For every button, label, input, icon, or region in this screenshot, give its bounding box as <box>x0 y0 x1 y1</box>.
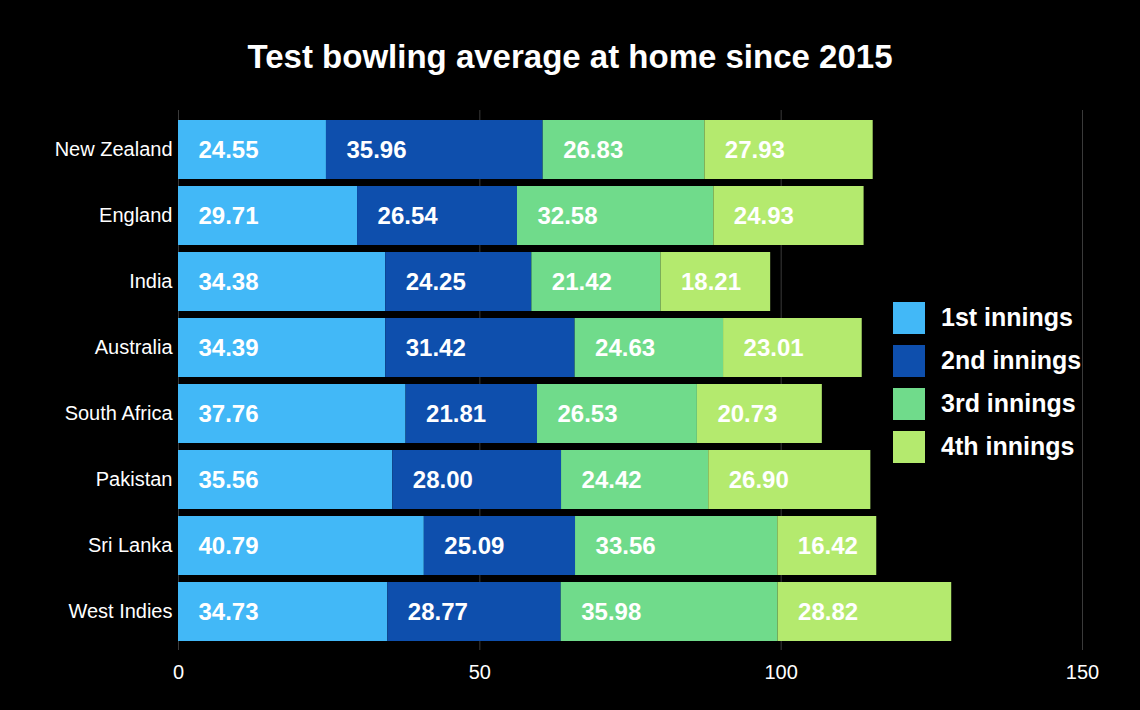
svg-text:West Indies: West Indies <box>68 600 172 622</box>
html-text:Test bowling average at home s: Test bowling average at home since 2015 <box>247 38 893 75</box>
svg-text:Sri Lanka: Sri Lanka <box>88 534 173 556</box>
svg-text:34.38: 34.38 <box>199 268 259 295</box>
svg-text:26.54: 26.54 <box>378 202 439 229</box>
svg-text:150: 150 <box>1066 661 1099 683</box>
svg-text:26.90: 26.90 <box>729 466 789 493</box>
html-text:1st innings: 1st innings <box>941 303 1073 331</box>
svg-text:21.81: 21.81 <box>426 400 486 427</box>
svg-text:26.83: 26.83 <box>563 136 623 163</box>
svg-text:25.09: 25.09 <box>444 532 504 559</box>
svg-text:27.93: 27.93 <box>725 136 785 163</box>
html-text:2nd innings: 2nd innings <box>941 346 1082 374</box>
svg-text:23.01: 23.01 <box>744 334 804 361</box>
svg-text:24.25: 24.25 <box>406 268 466 295</box>
html-text:4th innings: 4th innings <box>941 432 1075 460</box>
svg-text:Australia: Australia <box>95 336 174 358</box>
svg-text:28.00: 28.00 <box>413 466 473 493</box>
svg-text:34.39: 34.39 <box>199 334 259 361</box>
svg-text:34.73: 34.73 <box>199 598 259 625</box>
svg-text:35.96: 35.96 <box>346 136 406 163</box>
svg-text:26.53: 26.53 <box>558 400 618 427</box>
svg-text:South Africa: South Africa <box>65 402 174 424</box>
svg-text:Pakistan: Pakistan <box>96 468 173 490</box>
svg-text:16.42: 16.42 <box>798 532 858 559</box>
html-text:3rd innings: 3rd innings <box>941 389 1076 417</box>
svg-text:37.76: 37.76 <box>199 400 259 427</box>
svg-text:20.73: 20.73 <box>717 400 777 427</box>
svg-text:England: England <box>99 204 172 226</box>
svg-text:29.71: 29.71 <box>199 202 259 229</box>
svg-text:35.98: 35.98 <box>581 598 641 625</box>
svg-text:24.42: 24.42 <box>582 466 642 493</box>
svg-text:21.42: 21.42 <box>552 268 612 295</box>
svg-text:32.58: 32.58 <box>538 202 598 229</box>
svg-text:35.56: 35.56 <box>199 466 259 493</box>
svg-text:New Zealand: New Zealand <box>55 138 173 160</box>
svg-text:28.77: 28.77 <box>408 598 468 625</box>
svg-text:100: 100 <box>764 661 797 683</box>
svg-text:40.79: 40.79 <box>199 532 259 559</box>
svg-text:India: India <box>129 270 173 292</box>
svg-text:0: 0 <box>173 661 184 683</box>
svg-text:24.93: 24.93 <box>734 202 794 229</box>
svg-text:18.21: 18.21 <box>681 268 741 295</box>
svg-text:31.42: 31.42 <box>406 334 466 361</box>
svg-text:24.63: 24.63 <box>595 334 655 361</box>
svg-text:50: 50 <box>469 661 491 683</box>
svg-text:33.56: 33.56 <box>596 532 656 559</box>
svg-text:28.82: 28.82 <box>798 598 858 625</box>
svg-text:24.55: 24.55 <box>199 136 259 163</box>
